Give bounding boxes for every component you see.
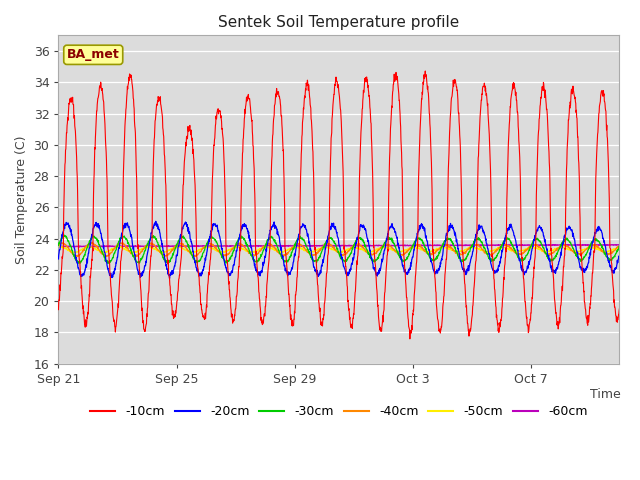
Title: Sentek Soil Temperature profile: Sentek Soil Temperature profile [218, 15, 460, 30]
X-axis label: Time: Time [590, 388, 621, 401]
Legend: -10cm, -20cm, -30cm, -40cm, -50cm, -60cm: -10cm, -20cm, -30cm, -40cm, -50cm, -60cm [85, 400, 593, 423]
Y-axis label: Soil Temperature (C): Soil Temperature (C) [15, 135, 28, 264]
Text: BA_met: BA_met [67, 48, 120, 61]
